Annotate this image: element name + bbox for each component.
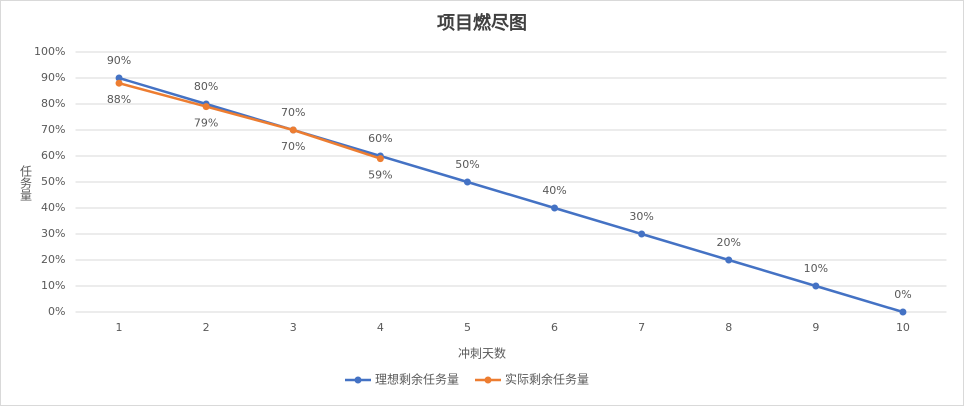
data-point xyxy=(551,204,559,212)
x-tick-label: 7 xyxy=(638,321,645,334)
legend-marker xyxy=(354,376,362,384)
data-point xyxy=(812,282,820,290)
data-point xyxy=(202,103,210,111)
legend-marker xyxy=(484,376,492,384)
y-tick-label: 30% xyxy=(41,227,65,240)
y-tick-label: 60% xyxy=(41,149,65,162)
x-tick-label: 1 xyxy=(116,321,123,334)
x-tick-label: 9 xyxy=(812,321,819,334)
data-label: 70% xyxy=(281,140,305,153)
data-label: 0% xyxy=(894,288,911,301)
data-point xyxy=(899,308,907,316)
series-line xyxy=(118,76,904,314)
y-tick-label: 70% xyxy=(41,123,65,136)
data-label: 59% xyxy=(368,169,392,182)
x-tick-label: 5 xyxy=(464,321,471,334)
data-label: 10% xyxy=(804,262,828,275)
y-tick-label: 0% xyxy=(48,305,65,318)
y-tick-label: 20% xyxy=(41,253,65,266)
x-tick-label: 10 xyxy=(896,321,910,334)
data-label: 40% xyxy=(542,184,566,197)
x-axis-title: 冲刺天数 xyxy=(458,346,506,361)
x-tick-label: 3 xyxy=(290,321,297,334)
y-tick-label: 100% xyxy=(34,45,65,58)
legend-label: 实际剩余任务量 xyxy=(505,372,589,387)
data-label: 20% xyxy=(717,236,741,249)
data-label: 60% xyxy=(368,132,392,145)
data-point xyxy=(115,79,123,87)
x-tick-label: 4 xyxy=(377,321,384,334)
x-tick-label: 6 xyxy=(551,321,558,334)
data-label: 70% xyxy=(281,106,305,119)
data-point xyxy=(115,74,123,82)
data-label: 79% xyxy=(194,117,218,130)
y-tick-label: 10% xyxy=(41,279,65,292)
x-tick-label: 8 xyxy=(725,321,732,334)
x-tick-label: 2 xyxy=(203,321,210,334)
data-point xyxy=(725,256,733,264)
data-point xyxy=(376,155,384,163)
y-axis-title: 任务量 xyxy=(19,165,33,201)
legend-label: 理想剩余任务量 xyxy=(375,372,459,387)
data-label: 30% xyxy=(629,210,653,223)
data-label: 50% xyxy=(455,158,479,171)
chart-title: 项目燃尽图 xyxy=(437,12,527,34)
data-label: 88% xyxy=(107,93,131,106)
series-line xyxy=(118,81,381,160)
y-tick-label: 80% xyxy=(41,97,65,110)
data-label: 90% xyxy=(107,54,131,67)
data-label: 80% xyxy=(194,80,218,93)
y-tick-label: 40% xyxy=(41,201,65,214)
data-point xyxy=(638,230,646,238)
data-point xyxy=(463,178,471,186)
data-point xyxy=(289,126,297,134)
y-tick-label: 50% xyxy=(41,175,65,188)
y-tick-label: 90% xyxy=(41,71,65,84)
